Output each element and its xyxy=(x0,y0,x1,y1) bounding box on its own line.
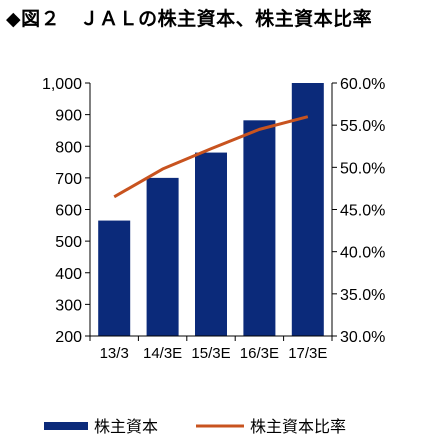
left-tick-label: 300 xyxy=(55,297,82,314)
left-tick-label: 400 xyxy=(55,266,82,283)
left-tick-label: 500 xyxy=(55,234,82,251)
left-tick-label: 900 xyxy=(55,108,82,125)
right-tick-label: 30.0% xyxy=(340,329,385,346)
bar-14/3E xyxy=(146,177,179,336)
bar-17/3E xyxy=(291,83,324,336)
right-tick-label: 55.0% xyxy=(340,118,385,135)
chart-title: ◆図２ ＪＡＬの株主資本、株主資本比率 xyxy=(6,8,373,30)
x-tick-label: 15/3E xyxy=(191,345,230,362)
left-tick-label: 800 xyxy=(55,139,82,156)
right-tick-label: 40.0% xyxy=(340,245,385,262)
right-tick-label: 35.0% xyxy=(340,287,385,304)
left-tick-label: 700 xyxy=(55,171,82,188)
bar-13/3 xyxy=(98,220,131,336)
x-tick-label: 16/3E xyxy=(240,345,279,362)
right-tick-label: 50.0% xyxy=(340,160,385,177)
x-tick-label: 13/3 xyxy=(100,345,129,362)
right-tick-label: 45.0% xyxy=(340,203,385,220)
right-tick-label: 60.0% xyxy=(340,76,385,93)
left-tick-label: 600 xyxy=(55,203,82,220)
left-tick-label: 1,000 xyxy=(42,76,82,93)
legend-swatch-bar xyxy=(44,422,88,430)
left-tick-label: 200 xyxy=(55,329,82,346)
line-series-ratio xyxy=(113,115,309,199)
bar-16/3E xyxy=(243,120,276,336)
legend-label-line: 株主資本比率 xyxy=(250,417,346,436)
x-tick-label: 14/3E xyxy=(143,345,182,362)
bar-15/3E xyxy=(195,152,227,336)
x-tick-label: 17/3E xyxy=(288,345,327,362)
legend-label-bar: 株主資本 xyxy=(94,417,158,436)
